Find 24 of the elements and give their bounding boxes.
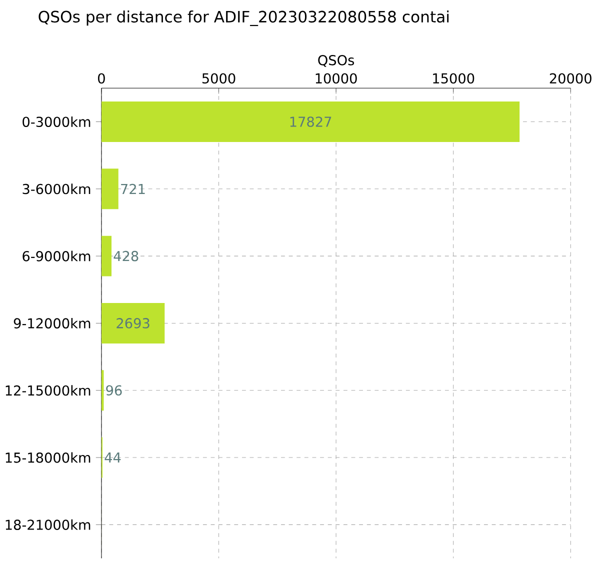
data-label: 721: [121, 184, 145, 194]
x-axis-title: QSOs: [318, 55, 354, 68]
data-label: 96: [106, 385, 122, 396]
x-tick-label: 15000: [433, 73, 474, 84]
data-label: 2693: [116, 318, 150, 329]
data-label: 44: [104, 452, 121, 463]
y-tick-label: 18-21000km: [6, 520, 90, 530]
x-tick-label: 0: [98, 73, 105, 84]
x-tick-label: 10000: [316, 73, 357, 84]
x-tick-label: 20000: [550, 73, 592, 84]
bar: [101, 102, 520, 142]
y-tick-label: 0-3000km: [22, 116, 90, 128]
y-tick-label: 9-12000km: [14, 318, 90, 329]
data-label: 17827: [290, 116, 332, 128]
chart-title: QSOs per distance for ADIF_20230322080558 contai: [38, 10, 449, 26]
data-label: 428: [114, 251, 138, 262]
y-tick-label: 12-15000km: [6, 385, 90, 396]
bar: [101, 236, 112, 276]
x-tick-label: 5000: [202, 73, 236, 84]
y-tick-label: 3-6000km: [22, 184, 90, 194]
y-tick-label: 6-9000km: [22, 250, 90, 262]
bar: [101, 168, 118, 210]
y-tick-label: 15-18000km: [6, 452, 90, 463]
bar: [101, 303, 165, 344]
